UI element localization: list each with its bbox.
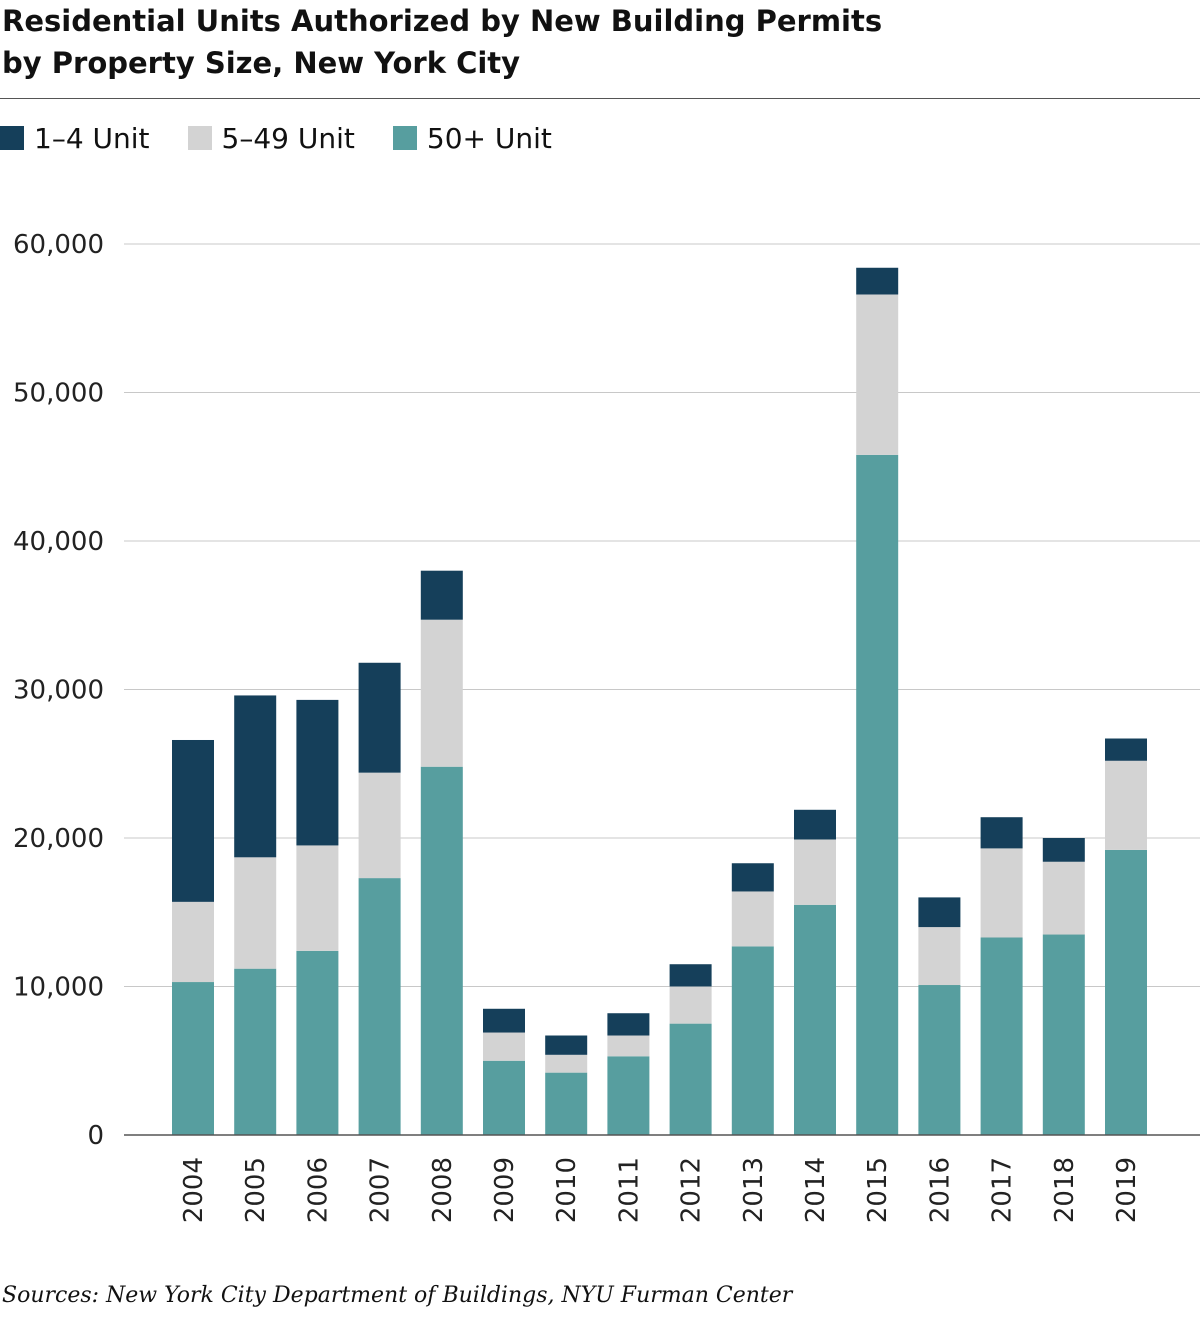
- legend-item-1-4-unit: 1–4 Unit: [0, 122, 150, 155]
- bar-segment-50-plus-unit: [794, 904, 836, 1135]
- legend-swatch-5-49-unit: [187, 126, 212, 150]
- legend-label-5-49-unit: 5–49 Unit: [221, 121, 355, 155]
- x-tick-label: 2007: [366, 1157, 396, 1223]
- x-tick-label: 2010: [552, 1157, 582, 1223]
- bar-segment-1-4-unit: [794, 809, 836, 840]
- legend-swatch-1-4-unit: [0, 126, 24, 150]
- bar-segment-50-plus-unit: [918, 985, 961, 1135]
- bar-segment-1-4-unit: [918, 897, 961, 928]
- bar-segment-50-plus-unit: [856, 454, 899, 1135]
- bar-segment-1-4-unit: [731, 863, 774, 892]
- x-tick-label: 2011: [614, 1157, 644, 1223]
- bar-segment-50-plus-unit: [731, 946, 774, 1135]
- x-tick-label: 2015: [863, 1157, 893, 1223]
- legend-label-50-plus-unit: 50+ Unit: [426, 121, 552, 155]
- source-note: Sources: New York City Department of Bui…: [2, 1283, 793, 1308]
- bar-segment-1-4-unit: [483, 1008, 525, 1033]
- y-tick-label: 0: [87, 1121, 104, 1151]
- bar-segment-50-plus-unit: [420, 766, 463, 1135]
- bar-segment-1-4-unit: [296, 699, 339, 846]
- bar-segment-1-4-unit: [1105, 738, 1147, 761]
- bar-segment-50-plus-unit: [296, 950, 339, 1135]
- bar-segment-50-plus-unit: [234, 968, 277, 1135]
- x-tick-label: 2013: [739, 1157, 769, 1223]
- bar-segment-50-plus-unit: [545, 1072, 588, 1135]
- bar-segment-5-49-unit: [545, 1054, 588, 1073]
- bar-segment-50-plus-unit: [980, 937, 1023, 1135]
- bar-segment-5-49-unit: [296, 845, 339, 951]
- bar-segment-5-49-unit: [669, 986, 712, 1024]
- x-tick-label: 2005: [241, 1157, 271, 1223]
- bar-segment-50-plus-unit: [607, 1056, 650, 1135]
- legend-item-5-49-unit: 5–49 Unit: [187, 121, 355, 155]
- bar-segment-50-plus-unit: [1105, 849, 1147, 1135]
- x-tick-label: 2016: [925, 1157, 955, 1223]
- bar-segment-50-plus-unit: [669, 1023, 712, 1135]
- bar-segment-5-49-unit: [1042, 861, 1085, 935]
- bar-segment-50-plus-unit: [172, 982, 214, 1135]
- bar-segment-5-49-unit: [358, 772, 401, 879]
- bar-segment-1-4-unit: [545, 1035, 588, 1055]
- bar-segment-1-4-unit: [172, 739, 214, 902]
- bar-segment-1-4-unit: [420, 570, 463, 620]
- y-tick-label: 20,000: [13, 824, 104, 854]
- bar-segment-1-4-unit: [980, 817, 1023, 849]
- bar-segment-50-plus-unit: [483, 1060, 525, 1135]
- y-tick-label: 40,000: [13, 527, 104, 557]
- bar-segment-5-49-unit: [607, 1035, 650, 1057]
- bar-segment-5-49-unit: [483, 1032, 525, 1061]
- bar-segment-1-4-unit: [234, 695, 277, 858]
- bar-segment-1-4-unit: [358, 662, 401, 773]
- x-tick-label: 2019: [1112, 1157, 1142, 1223]
- bar-segment-5-49-unit: [1105, 760, 1147, 850]
- gridlines: [124, 243, 1200, 987]
- legend-label-1-4-unit: 1–4 Unit: [34, 121, 150, 155]
- x-tick-label: 2012: [677, 1157, 707, 1223]
- bar-segment-1-4-unit: [856, 267, 899, 295]
- bar-segment-5-49-unit: [420, 619, 463, 767]
- y-tick-label: 30,000: [13, 676, 104, 706]
- bar-segment-5-49-unit: [731, 891, 774, 947]
- x-tick-label: 2018: [1050, 1157, 1080, 1223]
- bar-segment-1-4-unit: [1042, 838, 1085, 862]
- x-tick-label: 2008: [428, 1157, 458, 1223]
- bar-segment-50-plus-unit: [1042, 934, 1085, 1135]
- legend-item-50-plus-unit: 50+ Unit: [392, 121, 552, 155]
- bar-segment-5-49-unit: [172, 901, 214, 983]
- title-divider: [0, 98, 1200, 99]
- legend-swatch-50-plus-unit: [392, 126, 417, 150]
- bar-segment-5-49-unit: [980, 848, 1023, 938]
- chart-legend: 1–4 Unit 5–49 Unit 50+ Unit: [0, 118, 590, 158]
- y-tick-label: 60,000: [13, 230, 104, 260]
- chart-title-line1: Residential Units Authorized by New Buil…: [2, 4, 883, 38]
- x-tick-label: 2004: [179, 1157, 209, 1223]
- bar-segment-5-49-unit: [856, 294, 899, 455]
- bar-segment-1-4-unit: [669, 964, 712, 987]
- bar-segment-1-4-unit: [607, 1013, 650, 1036]
- bar-segment-5-49-unit: [234, 857, 277, 969]
- bars: [172, 267, 1147, 1135]
- y-tick-label: 10,000: [13, 973, 104, 1003]
- y-tick-label: 50,000: [13, 379, 104, 409]
- x-tick-label: 2017: [988, 1157, 1018, 1223]
- axes: 0 10,000 20,000 30,000 40,000 50,000 60,000 200…: [13, 230, 1200, 1223]
- x-tick-label: 2009: [490, 1157, 520, 1223]
- x-tick-label: 2014: [801, 1157, 831, 1223]
- chart-title-line2: by Property Size, New York City: [2, 46, 521, 80]
- chart-title: Residential Units Authorized by New Buil…: [2, 0, 1192, 84]
- bar-segment-5-49-unit: [918, 927, 961, 986]
- bar-segment-5-49-unit: [794, 839, 836, 905]
- x-tick-label: 2006: [303, 1157, 333, 1223]
- bar-segment-50-plus-unit: [358, 878, 401, 1135]
